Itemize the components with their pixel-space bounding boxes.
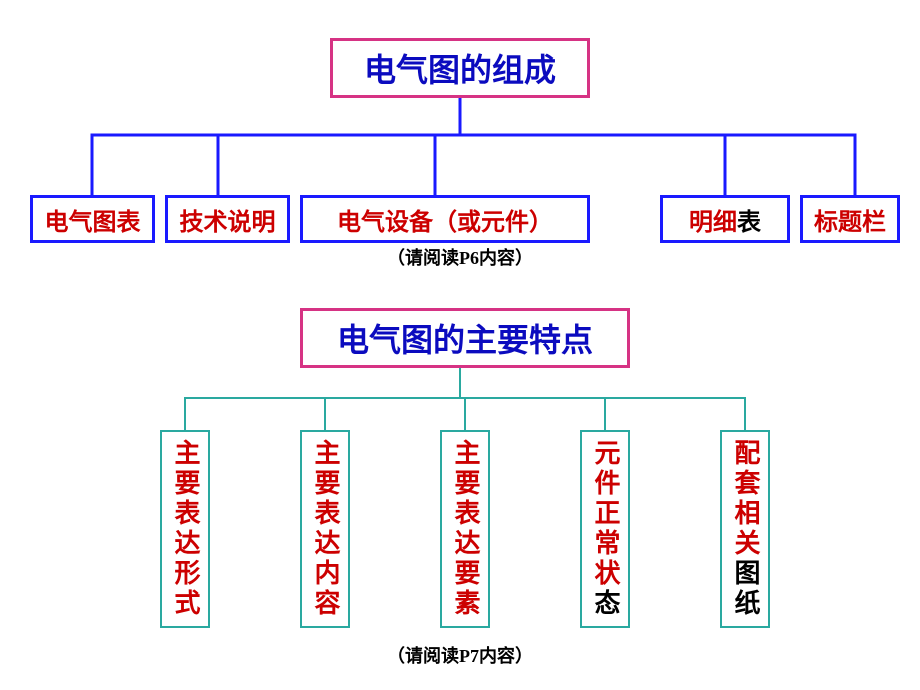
top-child-2: 电气设备（或元件） (300, 195, 590, 243)
bottom-child-4-label: 配套相关图纸 (732, 439, 758, 619)
bottom-title-rest: 气图的主要特点 (369, 315, 593, 361)
bottom-child-1-label: 主要表达内容 (312, 439, 338, 619)
top-child-1: 技术说明 (165, 195, 290, 243)
bottom-child-3: 元件正常状态 (580, 430, 630, 628)
top-child-3-label: 明细 (689, 202, 737, 237)
bottom-child-3-label: 元件正常状态 (592, 439, 618, 619)
top-title-rest: 气图的组成 (396, 45, 556, 91)
bottom-child-4: 配套相关图纸 (720, 430, 770, 628)
top-child-3-suffix: 表 (737, 202, 761, 237)
top-child-1-label: 技术说明 (180, 202, 276, 237)
top-child-4-label: 标题栏 (814, 202, 886, 237)
top-title: 电气图的组成 (330, 38, 590, 98)
bottom-child-2: 主要表达要素 (440, 430, 490, 628)
bottom-caption: （请阅读P7内容） (0, 642, 920, 668)
top-child-2-label: 电气设备（或元件） (337, 202, 553, 237)
bottom-title-prefix: 电 (337, 315, 369, 361)
top-caption: （请阅读P6内容） (0, 244, 920, 270)
top-child-0-label: 电气图表 (45, 202, 141, 237)
bottom-child-1: 主要表达内容 (300, 430, 350, 628)
top-title-prefix: 电 (364, 45, 396, 91)
bottom-child-0: 主要表达形式 (160, 430, 210, 628)
bottom-title: 电气图的主要特点 (300, 308, 630, 368)
bottom-child-2-label: 主要表达要素 (452, 439, 478, 619)
diagram-stage: 电气图的组成电气图表技术说明电气设备（或元件）明细表标题栏（请阅读P6内容）电气… (0, 0, 920, 690)
top-child-4: 标题栏 (800, 195, 900, 243)
top-child-3: 明细表 (660, 195, 790, 243)
bottom-child-0-label: 主要表达形式 (172, 439, 198, 619)
top-child-0: 电气图表 (30, 195, 155, 243)
